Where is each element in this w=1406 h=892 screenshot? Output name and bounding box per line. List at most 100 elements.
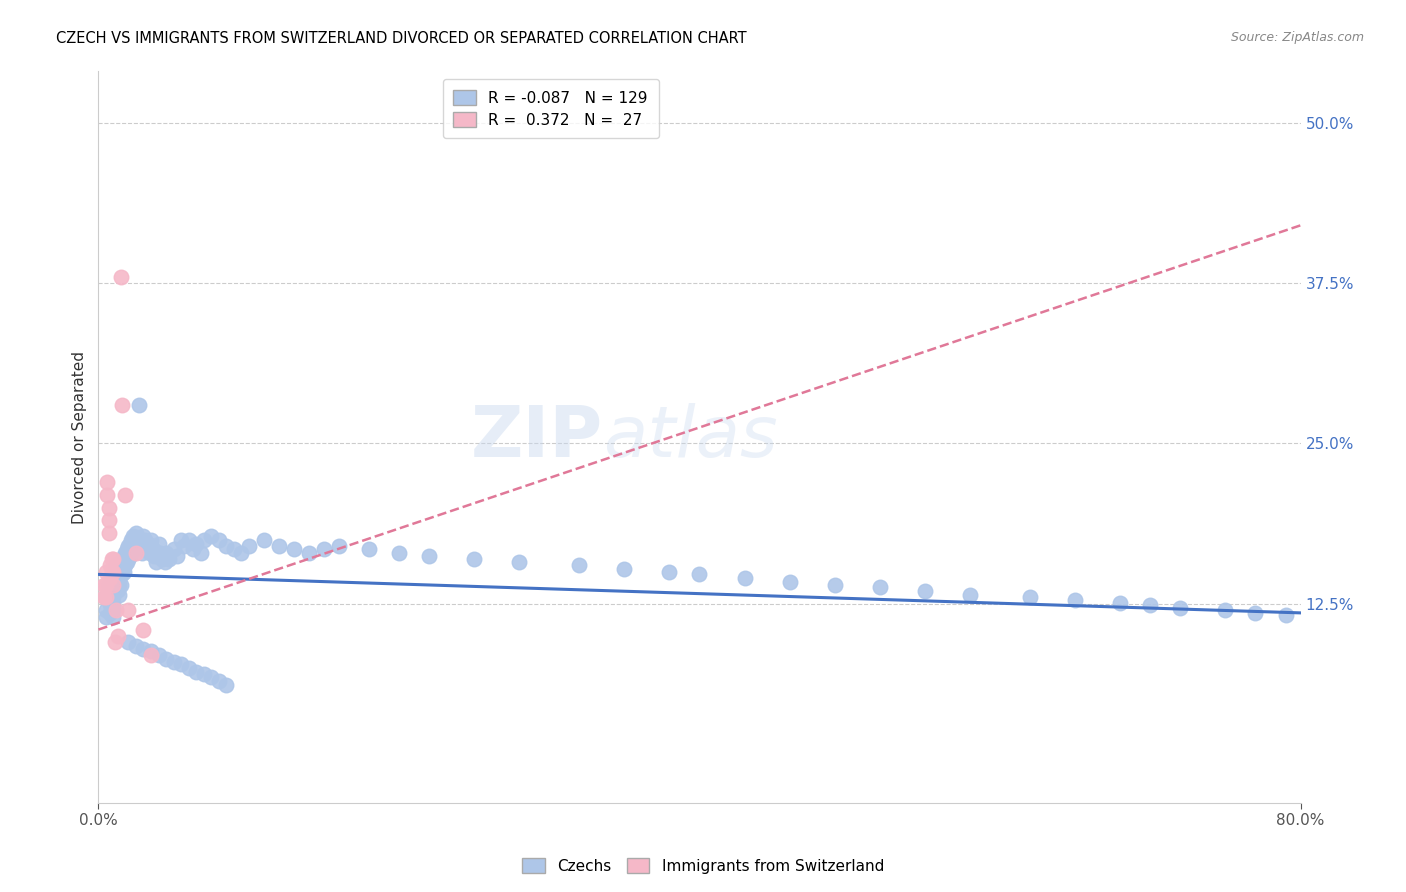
Point <box>824 577 846 591</box>
Point <box>105 567 128 582</box>
Point <box>153 555 176 569</box>
Text: Source: ZipAtlas.com: Source: ZipAtlas.com <box>1230 31 1364 45</box>
Point <box>177 533 200 547</box>
Point <box>184 536 207 550</box>
Point <box>105 603 128 617</box>
Point <box>121 533 143 547</box>
Point <box>122 541 145 556</box>
Point <box>150 552 173 566</box>
Point <box>94 591 117 605</box>
Point <box>94 591 117 605</box>
Point <box>97 577 120 591</box>
Point <box>328 539 350 553</box>
Point <box>132 623 155 637</box>
Point <box>124 536 146 550</box>
Point <box>170 657 193 672</box>
Point <box>139 644 162 658</box>
Point <box>104 577 127 591</box>
Point <box>94 577 117 591</box>
Point <box>134 533 156 547</box>
Point <box>253 533 276 547</box>
Point <box>111 555 134 569</box>
Point <box>162 541 184 556</box>
Point <box>141 541 163 556</box>
Point <box>139 648 162 663</box>
Point <box>734 571 756 585</box>
Point <box>122 529 145 543</box>
Point <box>208 673 231 688</box>
Point <box>132 541 155 556</box>
Point <box>114 545 136 559</box>
Point <box>118 549 141 564</box>
Point <box>869 580 891 594</box>
Point <box>1244 606 1267 620</box>
Point <box>149 545 172 559</box>
Point <box>131 545 153 559</box>
Point <box>231 545 253 559</box>
Point <box>103 603 125 617</box>
Text: ZIP: ZIP <box>471 402 603 472</box>
Point <box>312 541 335 556</box>
Text: atlas: atlas <box>603 402 778 472</box>
Point <box>155 545 177 559</box>
Point <box>1274 608 1296 623</box>
Point <box>115 541 138 556</box>
Point <box>101 565 124 579</box>
Point <box>1170 600 1192 615</box>
Point <box>914 584 936 599</box>
Point <box>508 555 530 569</box>
Point <box>155 652 177 666</box>
Point <box>193 533 215 547</box>
Point <box>118 536 141 550</box>
Point <box>184 665 207 679</box>
Point <box>779 575 801 590</box>
Point <box>267 539 290 553</box>
Point <box>101 603 124 617</box>
Point <box>125 639 148 653</box>
Point <box>103 552 125 566</box>
Point <box>97 526 120 541</box>
Point <box>114 488 136 502</box>
Point <box>104 635 127 649</box>
Point <box>139 533 162 547</box>
Y-axis label: Divorced or Separated: Divorced or Separated <box>72 351 87 524</box>
Point <box>238 539 260 553</box>
Point <box>114 558 136 573</box>
Point <box>94 603 117 617</box>
Point <box>103 591 125 605</box>
Point <box>117 539 139 553</box>
Point <box>208 533 231 547</box>
Point <box>222 541 245 556</box>
Point <box>128 398 150 412</box>
Point <box>193 667 215 681</box>
Point <box>107 582 129 597</box>
Point <box>112 549 135 564</box>
Point <box>181 541 204 556</box>
Point <box>103 609 125 624</box>
Point <box>143 549 166 564</box>
Point <box>111 567 134 582</box>
Point <box>110 558 132 573</box>
Point <box>357 541 380 556</box>
Point <box>200 670 222 684</box>
Point <box>132 641 155 656</box>
Point <box>145 555 167 569</box>
Legend: Czechs, Immigrants from Switzerland: Czechs, Immigrants from Switzerland <box>516 852 890 880</box>
Point <box>107 629 129 643</box>
Legend: R = -0.087   N = 129, R =  0.372   N =  27: R = -0.087 N = 129, R = 0.372 N = 27 <box>443 79 658 138</box>
Point <box>100 571 122 585</box>
Point <box>112 565 135 579</box>
Point <box>125 539 148 553</box>
Point <box>108 577 131 591</box>
Point <box>104 571 127 585</box>
Point <box>101 552 124 566</box>
Point <box>107 573 129 587</box>
Text: CZECH VS IMMIGRANTS FROM SWITZERLAND DIVORCED OR SEPARATED CORRELATION CHART: CZECH VS IMMIGRANTS FROM SWITZERLAND DIV… <box>56 31 747 46</box>
Point <box>110 577 132 591</box>
Point <box>463 552 485 566</box>
Point <box>117 603 139 617</box>
Point <box>105 580 128 594</box>
Point <box>136 536 159 550</box>
Point <box>115 555 138 569</box>
Point <box>215 539 238 553</box>
